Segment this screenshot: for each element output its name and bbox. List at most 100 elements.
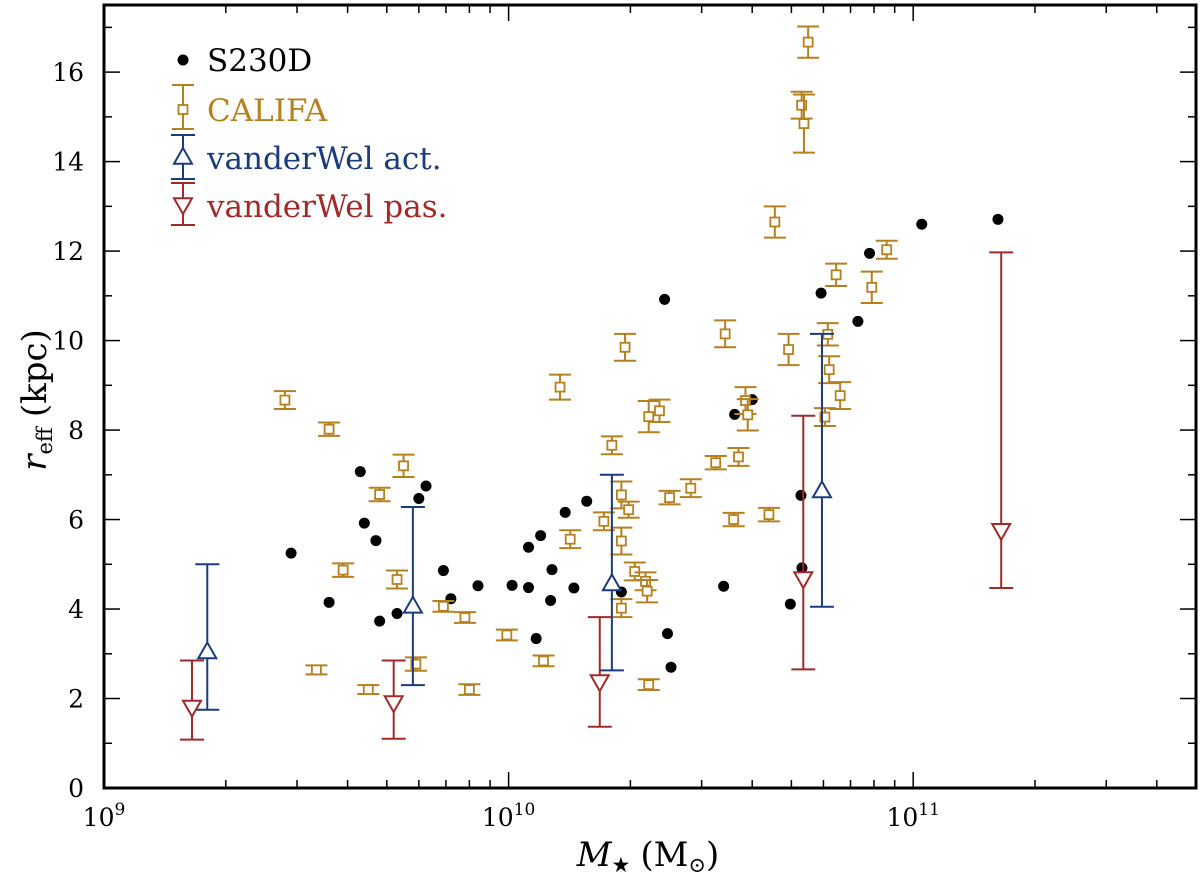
data-point: [834, 390, 846, 402]
data-point: [783, 344, 794, 355]
data-point: [398, 460, 409, 472]
data-point: [992, 213, 1004, 225]
data-point: [413, 493, 425, 505]
x-tick-label: 1010: [482, 800, 535, 832]
x-axis-title: M★ (M⊙): [576, 835, 720, 877]
data-point: [866, 281, 878, 293]
legend: S230D CALIFA vanderWel act. vanderWel pas.: [171, 43, 448, 226]
y-tick-label: 6: [68, 506, 84, 535]
data-point: [864, 247, 876, 259]
data-point: [619, 341, 631, 353]
data-point: [410, 658, 422, 670]
y-tick-label: 2: [68, 685, 84, 714]
data-point: [181, 699, 203, 719]
data-point: [795, 489, 807, 501]
legend-marker: [172, 145, 194, 165]
data-point: [615, 602, 627, 614]
data-point: [643, 679, 655, 691]
data-point: [459, 612, 471, 623]
data-point: [311, 664, 322, 676]
data-point: [819, 411, 831, 423]
data-point: [523, 582, 535, 594]
data-point: [285, 547, 297, 559]
data-point: [437, 565, 449, 577]
data-point: [323, 596, 335, 608]
data-point: [606, 439, 618, 451]
x-tick-label: 109: [83, 800, 126, 832]
y-axis: 0 2 4 6 8 10 12 14 16: [52, 26, 1196, 803]
data-point: [792, 571, 815, 591]
data-point: [733, 451, 744, 463]
x-tick-label-exponent: 9: [114, 800, 125, 820]
data-point: [554, 381, 566, 393]
y-axis-title: reff (kpc): [15, 329, 57, 471]
legend-item: S230D: [177, 43, 312, 79]
series-vanderwel-act-: [195, 332, 834, 711]
x-tick-label-base: 10: [886, 803, 918, 832]
legend-marker: [177, 104, 189, 115]
x-axis-title-sub: ★: [612, 853, 631, 877]
legend-label: CALIFA: [207, 93, 328, 129]
data-point: [830, 269, 842, 281]
series-s230d: [285, 213, 1004, 673]
legend-item: CALIFA: [172, 84, 328, 130]
data-point: [665, 661, 677, 673]
data-point: [728, 514, 740, 525]
data-point: [279, 394, 291, 406]
data-point: [538, 655, 549, 667]
data-point: [530, 633, 542, 645]
data-point: [990, 522, 1012, 542]
data-point: [796, 562, 808, 574]
data-point: [784, 598, 796, 610]
y-tick-label: 0: [68, 774, 84, 803]
data-point: [654, 405, 665, 417]
y-tick-label: 16: [52, 58, 84, 87]
x-tick-label-exponent: 10: [514, 800, 536, 820]
data-point: [506, 579, 518, 591]
data-point: [740, 395, 751, 406]
data-point: [391, 574, 403, 585]
legend-marker: [177, 54, 189, 66]
data-point: [811, 479, 833, 499]
data-point: [802, 36, 814, 48]
data-point: [323, 423, 335, 435]
data-point: [374, 489, 386, 500]
data-point: [659, 293, 671, 305]
data-point: [382, 695, 405, 715]
data-point: [463, 684, 475, 695]
y-axis-title-main: r: [15, 453, 55, 471]
data-point: [337, 564, 349, 576]
data-point: [661, 628, 673, 640]
x-axis: 109 1010 1011: [83, 5, 1197, 832]
data-point: [601, 572, 623, 592]
plot-content: [179, 25, 1014, 741]
legend-marker: [172, 197, 194, 217]
plot-frame: [102, 3, 1198, 790]
data-point: [615, 535, 627, 547]
data-point: [881, 244, 893, 256]
x-axis-title-close: ): [706, 835, 719, 875]
data-point: [501, 629, 513, 641]
legend-item: vanderWel act.: [171, 134, 442, 180]
data-point: [564, 533, 576, 545]
x-axis-title-main: M: [576, 835, 613, 875]
x-tick-label-base: 10: [482, 803, 514, 832]
data-point: [598, 515, 610, 527]
data-point: [358, 517, 370, 529]
y-tick-label: 8: [68, 416, 84, 445]
data-point: [769, 216, 781, 228]
data-point: [719, 328, 731, 340]
legend-item: vanderWel pas.: [171, 182, 448, 226]
data-point: [559, 506, 571, 518]
data-point: [815, 287, 827, 299]
x-tick-label: 1011: [886, 800, 939, 832]
data-point: [196, 640, 219, 660]
data-point: [589, 674, 611, 693]
data-point: [370, 535, 382, 547]
data-point: [763, 509, 775, 521]
data-point: [641, 585, 653, 597]
data-point: [643, 411, 655, 423]
data-point: [472, 580, 484, 592]
data-point: [916, 218, 928, 230]
data-point: [402, 594, 424, 614]
